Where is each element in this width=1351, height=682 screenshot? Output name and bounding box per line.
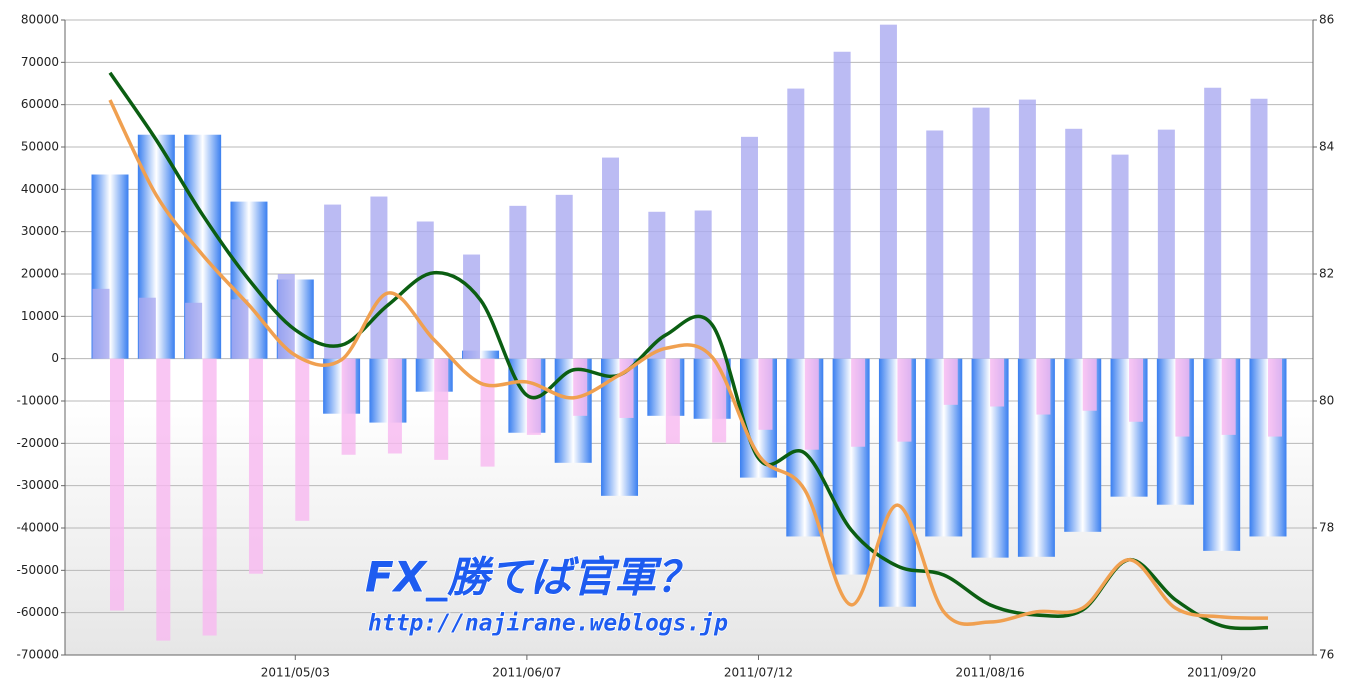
x-tick-label: 2011/08/16	[955, 666, 1024, 680]
bar	[573, 358, 588, 416]
y-tick-label: 10000	[21, 309, 59, 323]
y-tick-label: 30000	[21, 224, 59, 238]
bar	[295, 358, 310, 521]
bar	[509, 205, 527, 359]
bar	[1018, 99, 1036, 359]
bar	[740, 136, 758, 359]
bar	[694, 210, 712, 359]
y-tick-label: 70000	[21, 55, 59, 69]
bar	[231, 299, 249, 359]
y-tick-label: 50000	[21, 140, 59, 154]
bar	[1036, 358, 1051, 415]
bar	[758, 358, 773, 430]
bar	[1175, 358, 1190, 437]
bar	[943, 358, 958, 405]
y-tick-label: -60000	[16, 605, 59, 619]
y2-tick-label: 86	[1319, 13, 1334, 27]
x-tick-label: 2011/05/03	[261, 666, 330, 680]
y2-tick-label: 82	[1319, 267, 1334, 281]
y2-tick-label: 78	[1319, 521, 1334, 535]
bar	[462, 350, 500, 359]
bar	[926, 130, 944, 359]
y-tick-label: 20000	[21, 267, 59, 281]
bar	[248, 358, 263, 574]
bar	[602, 157, 620, 359]
bar	[1129, 358, 1144, 422]
x-tick-label: 2011/06/07	[492, 666, 561, 680]
bar	[648, 211, 666, 359]
y2-tick-label: 84	[1319, 140, 1334, 154]
bar	[1204, 87, 1222, 359]
bar	[277, 274, 295, 359]
y-tick-label: 40000	[21, 182, 59, 196]
bar	[480, 358, 495, 467]
bar	[665, 358, 680, 444]
bar	[324, 204, 342, 359]
bar	[185, 302, 203, 359]
bar	[1157, 129, 1175, 359]
line-series	[108, 71, 1269, 631]
y2-tick-label: 80	[1319, 394, 1334, 408]
y-tick-label: -30000	[16, 478, 59, 492]
y-tick-label: 60000	[21, 97, 59, 111]
bar	[110, 358, 124, 611]
bar	[897, 358, 912, 442]
bar	[1111, 154, 1129, 359]
y-tick-label: 80000	[21, 13, 59, 27]
bar	[202, 358, 217, 636]
bar	[1065, 128, 1083, 359]
bar	[370, 196, 388, 359]
bar	[1221, 358, 1236, 435]
bar	[156, 358, 171, 641]
bar	[851, 358, 866, 447]
bar	[972, 107, 990, 359]
y-tick-label: -20000	[16, 436, 59, 450]
bar	[1250, 98, 1268, 359]
y-tick-label: -70000	[16, 648, 59, 662]
bar	[833, 51, 851, 359]
y-tick-label: 0	[51, 351, 59, 365]
x-tick-label: 2011/09/20	[1187, 666, 1256, 680]
bar	[1082, 358, 1097, 411]
bar	[555, 194, 573, 359]
watermark: FX_勝てば官軍？	[365, 553, 698, 602]
plot-area	[65, 20, 1313, 655]
bar	[787, 88, 805, 359]
y-tick-label: -50000	[16, 563, 59, 577]
bar	[1268, 358, 1282, 437]
bar	[804, 358, 819, 450]
line-series	[108, 99, 1269, 626]
x-tick-label: 2011/07/12	[724, 666, 793, 680]
bar	[712, 358, 727, 443]
y2-tick-label: 76	[1319, 648, 1334, 662]
bar	[341, 358, 356, 455]
bar	[879, 24, 897, 359]
bar	[434, 358, 449, 460]
bar	[138, 297, 156, 359]
bar	[387, 358, 402, 454]
bar	[92, 288, 110, 359]
y-tick-label: -40000	[16, 521, 59, 535]
watermark-url: http://najirane.weblogs.jp	[368, 611, 728, 637]
y-tick-label: -10000	[16, 394, 59, 408]
bar	[463, 254, 481, 359]
bar	[990, 358, 1005, 407]
